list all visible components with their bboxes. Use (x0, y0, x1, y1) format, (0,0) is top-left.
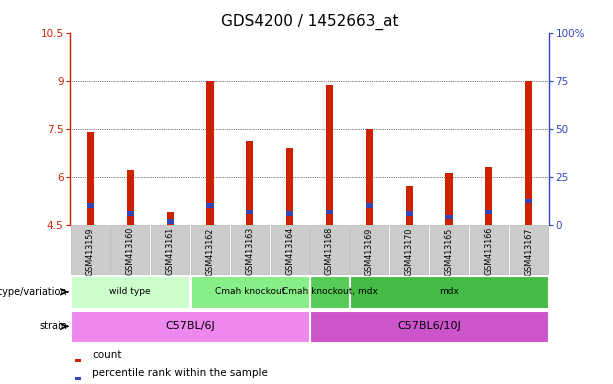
Text: Cmah knockout: Cmah knockout (215, 287, 285, 296)
Bar (286, 211, 293, 215)
Text: GSM413168: GSM413168 (325, 227, 334, 275)
Bar (151, 225, 189, 274)
Bar (390, 225, 428, 274)
Bar (191, 225, 229, 274)
Bar (127, 170, 134, 225)
Bar (406, 186, 413, 225)
Bar (207, 204, 213, 207)
Text: C57BL/6J: C57BL/6J (165, 321, 215, 331)
Bar (87, 204, 94, 207)
Bar (286, 148, 293, 225)
Text: strain: strain (39, 321, 67, 331)
Bar (71, 225, 110, 274)
Text: GSM413166: GSM413166 (484, 227, 493, 275)
Bar (71, 311, 309, 342)
Text: GSM413169: GSM413169 (365, 227, 374, 275)
Bar (310, 311, 548, 342)
Text: C57BL6/10J: C57BL6/10J (397, 321, 461, 331)
Text: wild type: wild type (110, 287, 151, 296)
Title: GDS4200 / 1452663_at: GDS4200 / 1452663_at (221, 14, 398, 30)
Bar (430, 225, 468, 274)
Bar (75, 359, 81, 362)
Bar (446, 215, 452, 219)
Bar (246, 141, 253, 225)
Text: GSM413164: GSM413164 (285, 227, 294, 275)
Bar (485, 167, 492, 225)
Bar (406, 211, 413, 215)
Bar (127, 211, 134, 215)
Text: GSM413165: GSM413165 (444, 227, 454, 275)
Text: percentile rank within the sample: percentile rank within the sample (92, 368, 268, 378)
Bar (509, 225, 548, 274)
Text: GSM413159: GSM413159 (86, 227, 95, 276)
Bar (75, 377, 81, 380)
Text: GSM413170: GSM413170 (405, 227, 414, 275)
Bar (167, 219, 173, 223)
Text: genotype/variation: genotype/variation (0, 287, 67, 297)
Bar (485, 210, 492, 214)
Bar (167, 212, 173, 225)
Bar (310, 276, 349, 308)
Text: GSM413161: GSM413161 (166, 227, 175, 275)
Bar (246, 210, 253, 214)
Bar (326, 210, 333, 214)
Text: GSM413163: GSM413163 (245, 227, 254, 275)
Text: GSM413167: GSM413167 (524, 227, 533, 275)
Bar (207, 81, 213, 225)
Bar (230, 225, 269, 274)
Bar (470, 225, 508, 274)
Text: Cmah knockout, mdx: Cmah knockout, mdx (281, 287, 378, 296)
Text: count: count (92, 350, 121, 360)
Bar (350, 276, 548, 308)
Bar (326, 86, 333, 225)
Bar (191, 276, 309, 308)
Bar (525, 81, 532, 225)
Text: GSM413160: GSM413160 (126, 227, 135, 275)
Bar (446, 174, 452, 225)
Bar (111, 225, 150, 274)
Bar (71, 276, 189, 308)
Bar (525, 199, 532, 203)
Bar (310, 225, 349, 274)
Bar (366, 204, 373, 207)
Text: GSM413162: GSM413162 (205, 227, 215, 275)
Bar (350, 225, 389, 274)
Bar (270, 225, 309, 274)
Text: mdx: mdx (439, 287, 459, 296)
Bar (366, 129, 373, 225)
Bar (87, 132, 94, 225)
